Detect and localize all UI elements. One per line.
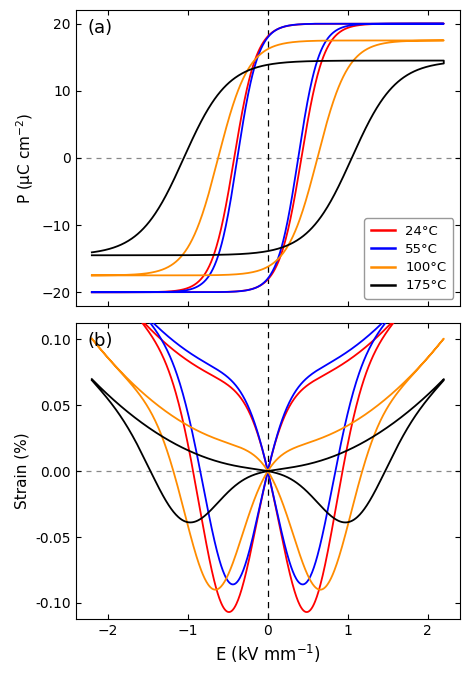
X-axis label: E (kV mm$^{-1}$): E (kV mm$^{-1}$) [215,643,321,665]
Text: (b): (b) [87,333,113,350]
Y-axis label: Strain (%): Strain (%) [15,432,30,509]
Text: (a): (a) [87,19,112,37]
Y-axis label: P (μC cm$^{-2}$): P (μC cm$^{-2}$) [15,112,36,203]
Legend: 24°C, 55°C, 100°C, 175°C: 24°C, 55°C, 100°C, 175°C [365,218,453,299]
